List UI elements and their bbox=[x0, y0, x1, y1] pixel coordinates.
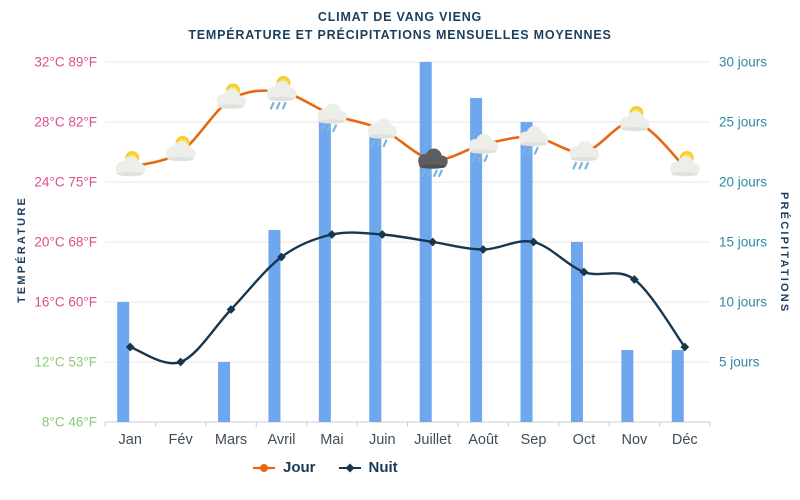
precipitation-bar-Août bbox=[470, 98, 483, 422]
right-axis-tick-label: 15 jours bbox=[719, 235, 767, 250]
chart-title: CLIMAT DE VANG VIENG bbox=[317, 10, 483, 24]
left-axis-tick-label: 20°C 68°F bbox=[34, 235, 97, 250]
jour-temperature-line bbox=[128, 89, 687, 169]
sun-cloud-rain-icon bbox=[266, 76, 297, 110]
month-label-3: Mars bbox=[215, 432, 247, 448]
month-label-12: Déc bbox=[672, 432, 698, 448]
sun-cloud-icon bbox=[619, 106, 650, 132]
nuit-point-Jan bbox=[125, 342, 135, 352]
precipitation-bar-Oct bbox=[570, 242, 583, 422]
chart-legend: Jour Nuit bbox=[252, 459, 398, 476]
nuit-point-Sep bbox=[529, 237, 538, 247]
chart-subtitle: TEMPÉRATURE ET PRÉCIPITATIONS MENSUELLES… bbox=[188, 28, 612, 42]
nuit-point-Mars bbox=[226, 305, 236, 314]
legend-item-jour: Jour bbox=[252, 459, 316, 476]
month-label-2: Fév bbox=[169, 432, 194, 448]
sun-cloud-icon bbox=[216, 83, 247, 109]
sun-cloud-icon bbox=[166, 136, 196, 162]
month-label-9: Sep bbox=[521, 432, 547, 448]
left-axis-tick-label: 8°C 46°F bbox=[42, 415, 97, 430]
month-label-6: Juin bbox=[369, 432, 396, 448]
left-axis-tick-label: 24°C 75°F bbox=[34, 175, 97, 190]
left-axis-tick-label: 12°C 53°F bbox=[34, 355, 97, 370]
jour-line-marker-icon bbox=[253, 463, 275, 472]
left-axis-tick-label: 28°C 82°F bbox=[34, 115, 97, 130]
sun-cloud-icon bbox=[115, 151, 146, 177]
cloud-rain-icon bbox=[569, 141, 599, 170]
precipitation-bar-Avril bbox=[268, 230, 281, 422]
right-axis-tick-label: 10 jours bbox=[719, 295, 767, 310]
precipitation-bar-Sep bbox=[520, 122, 533, 422]
nuit-point-Fév bbox=[176, 357, 186, 367]
month-label-1: Jan bbox=[119, 432, 142, 448]
cloud-rain-icon bbox=[468, 133, 499, 163]
month-label-8: Août bbox=[468, 432, 498, 448]
right-axis-tick-label: 30 jours bbox=[719, 55, 767, 70]
cloud-rain-icon bbox=[367, 118, 398, 148]
right-axis-title: PRÉCIPITATIONS bbox=[778, 192, 790, 314]
nuit-point-Juin bbox=[377, 230, 387, 239]
legend-item-nuit: Nuit bbox=[338, 459, 398, 476]
nuit-point-Mai bbox=[327, 230, 337, 239]
cloud-rain-icon bbox=[317, 103, 347, 133]
nuit-point-Nov bbox=[629, 275, 639, 284]
right-axis-tick-label: 20 jours bbox=[719, 175, 767, 190]
cloud-rain-icon bbox=[519, 126, 549, 155]
precipitation-bar-Mai bbox=[318, 122, 331, 422]
precipitation-bar-Jan bbox=[117, 302, 130, 422]
left-axis-tick-label: 32°C 89°F bbox=[34, 55, 97, 70]
precipitation-bar-Déc bbox=[671, 350, 684, 422]
nuit-diamond-marker-icon bbox=[338, 463, 361, 472]
dark-cloud-rain-icon bbox=[418, 148, 448, 178]
nuit-temperature-line bbox=[129, 231, 686, 365]
right-axis-tick-label: 5 jours bbox=[719, 355, 760, 370]
sun-cloud-icon bbox=[670, 151, 700, 177]
nuit-point-Avril bbox=[277, 252, 286, 262]
nuit-point-Oct bbox=[579, 267, 589, 277]
month-label-7: Juillet bbox=[414, 432, 451, 448]
left-axis-tick-label: 16°C 60°F bbox=[34, 295, 97, 310]
legend-label-nuit: Nuit bbox=[368, 459, 398, 476]
legend-label-jour: Jour bbox=[283, 459, 316, 476]
nuit-point-Août bbox=[478, 245, 488, 254]
right-axis-tick-label: 25 jours bbox=[719, 115, 767, 130]
month-label-11: Nov bbox=[621, 432, 648, 448]
month-label-10: Oct bbox=[573, 432, 596, 448]
nuit-point-Juillet bbox=[428, 237, 438, 247]
month-label-4: Avril bbox=[267, 432, 295, 448]
chart-title-block: CLIMAT DE VANG VIENG TEMPÉRATURE ET PRÉC… bbox=[0, 8, 800, 44]
precipitation-bar-Nov bbox=[621, 350, 634, 422]
precipitation-bar-Mars bbox=[218, 362, 231, 422]
nuit-point-Déc bbox=[680, 342, 690, 352]
precipitation-bar-Juin bbox=[369, 134, 382, 422]
month-label-5: Mai bbox=[320, 432, 343, 448]
